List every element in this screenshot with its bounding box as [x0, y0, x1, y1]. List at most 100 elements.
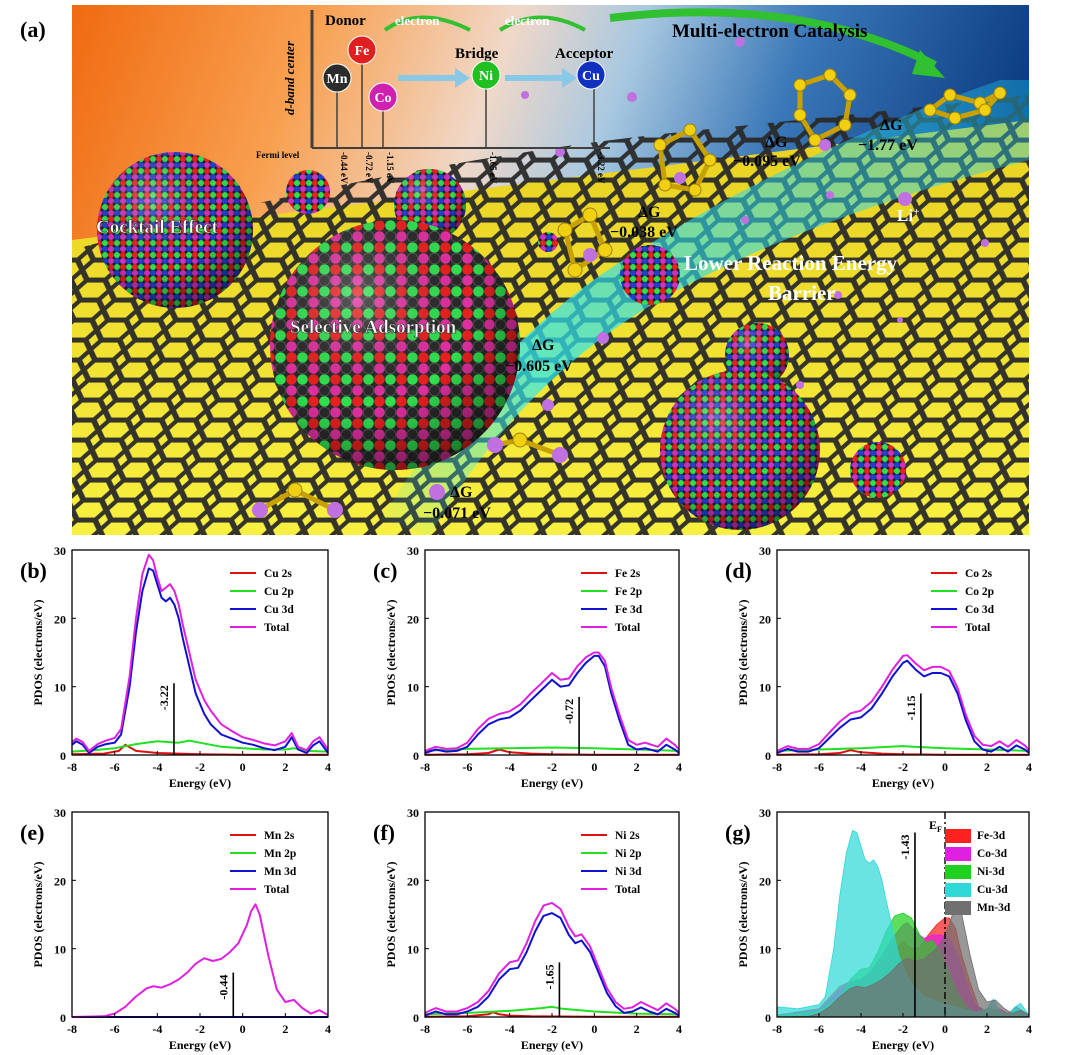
sulfur-atoms: [287, 68, 1007, 498]
y-tick-label: 0: [765, 1011, 771, 1025]
y-tick-label: 20: [407, 874, 419, 888]
legend-label: Mn-3d: [977, 902, 1011, 914]
x-tick-label: 4: [1026, 1022, 1032, 1036]
x-tick-label: -8: [420, 760, 430, 774]
x-tick-label: -2: [547, 760, 557, 774]
x-tick-label: 2: [282, 1022, 288, 1036]
element-sphere-ni: [471, 60, 501, 90]
series-line-cu-3d: [71, 567, 329, 754]
x-tick-label: -4: [856, 1022, 866, 1036]
li-ion-label: Li+: [897, 206, 919, 225]
y-axis-label: PDOS (electrons/eV): [736, 861, 750, 967]
legend-swatch: [945, 865, 971, 879]
series-line-fe-3d: [424, 654, 680, 754]
x-axis-label: Energy (eV): [521, 776, 583, 790]
lithium-atoms: [252, 37, 989, 518]
electron-stream: [380, 80, 1029, 535]
element-center-value: -1.15 eV: [385, 152, 395, 184]
series-line-total: [71, 903, 329, 1018]
cocktail-effect-label: Cocktail Effect: [96, 217, 219, 238]
x-tick-label: -6: [110, 760, 120, 774]
svg-text:ΔG: ΔG: [638, 204, 661, 221]
y-tick-label: 30: [407, 544, 419, 558]
legend-label: Co 2s: [965, 568, 993, 580]
x-tick-label: 4: [676, 1022, 682, 1036]
x-tick-label: -4: [505, 760, 515, 774]
nanoparticle: [286, 170, 330, 214]
x-tick-label: 2: [634, 1022, 640, 1036]
d-band-center-label: -1.15: [904, 696, 918, 721]
y-tick-label: 20: [759, 612, 771, 626]
x-tick-label: -6: [462, 760, 472, 774]
d-band-center-label: -0.72: [562, 699, 576, 724]
y-tick-label: 30: [759, 806, 771, 820]
x-tick-label: 4: [325, 760, 331, 774]
x-tick-label: 0: [942, 1022, 948, 1036]
x-tick-label: -6: [814, 1022, 824, 1036]
legend-label: Cu 3d: [264, 604, 294, 616]
y-tick-label: 20: [54, 612, 66, 626]
chart-c: -0.72 -8 -6 -4 -2 0 2 4 0 10 20 30 Energy (eV) PDOS (…: [373, 544, 682, 790]
chart-f: -1.65 -8 -6 -4 -2 0 2 4 0 10 20 30 Energy (eV) PDOS (…: [373, 806, 682, 1052]
nanoparticle: [538, 232, 558, 252]
series-line-total: [424, 651, 680, 752]
chart-g: -1.43 EF -8 -6 -4 -2 0 2 4 0 10 20 30 Energy (eV) PDOS…: [725, 806, 1032, 1052]
selective-adsorption-label: Selective Adsorption: [290, 317, 457, 338]
series-line-total: [71, 553, 329, 752]
legend-swatch: [945, 883, 971, 897]
x-tick-label: -4: [505, 1022, 515, 1036]
y-axis-label: PDOS (electrons/eV): [736, 599, 750, 705]
legend-swatch: [945, 901, 971, 915]
x-tick-label: -8: [67, 1022, 77, 1036]
donor-label: Donor: [325, 13, 366, 29]
y-tick-label: 0: [413, 1011, 419, 1025]
y-tick-label: 10: [54, 681, 66, 695]
x-tick-label: 2: [634, 760, 640, 774]
series-line-co-3d: [776, 659, 1030, 754]
plot-frame: [424, 549, 680, 756]
panel-label-d: (d): [725, 558, 752, 583]
legend-swatch: [945, 829, 971, 843]
delta-g-5: ΔG −0.071 eV: [423, 484, 491, 522]
x-tick-label: 0: [591, 760, 597, 774]
x-tick-label: 0: [942, 760, 948, 774]
y-tick-label: 10: [407, 943, 419, 957]
legend-label: Fe-3d: [977, 830, 1006, 842]
nanoparticle: [850, 442, 906, 498]
element-sphere-cu: [576, 60, 606, 90]
y-tick-label: 30: [759, 544, 771, 558]
x-tick-label: 4: [676, 760, 682, 774]
y-axis-label: PDOS (electrons/eV): [384, 599, 398, 705]
y-tick-label: 0: [413, 749, 419, 763]
x-tick-label: -8: [772, 1022, 782, 1036]
element-center-value: -1.65 eV: [488, 152, 498, 184]
legend-swatch: [945, 847, 971, 861]
bridge-label: Bridge: [455, 46, 499, 62]
d-band-center-label: -3.22: [157, 685, 171, 710]
d-band-diagram: d-band center Fermi level Donor Bridge A…: [256, 8, 945, 160]
nanoparticle: [620, 245, 680, 305]
element-symbol-cu: Cu: [582, 69, 600, 84]
svg-text:ΔG: ΔG: [532, 337, 555, 354]
series-line-total: [776, 654, 1030, 752]
series-line-ni-3d: [424, 912, 680, 1017]
x-tick-label: 0: [591, 1022, 597, 1036]
element-symbol-ni: Ni: [479, 69, 493, 84]
x-tick-label: 4: [1026, 760, 1032, 774]
acceptor-label: Acceptor: [555, 46, 614, 62]
chart-e: -0.44 -8 -6 -4 -2 0 2 4 0 10 20 30 Energy (eV) PDOS (…: [20, 806, 331, 1052]
legend-label: Ni 2p: [615, 848, 642, 860]
x-tick-label: 4: [325, 1022, 331, 1036]
legend-label: Total: [264, 884, 289, 896]
delta-g-2: ΔG −0.095 eV: [733, 134, 801, 170]
legend-label: Total: [965, 622, 990, 634]
y-tick-label: 0: [765, 749, 771, 763]
legend-label: Fe 3d: [615, 604, 643, 616]
y-tick-label: 10: [54, 943, 66, 957]
svg-text:−1.77 eV: −1.77 eV: [858, 137, 918, 154]
svg-text:−0.605 eV: −0.605 eV: [505, 358, 573, 375]
delta-g-4: ΔG −0.605 eV: [505, 337, 573, 375]
y-tick-label: 20: [759, 874, 771, 888]
x-tick-label: 0: [240, 760, 246, 774]
